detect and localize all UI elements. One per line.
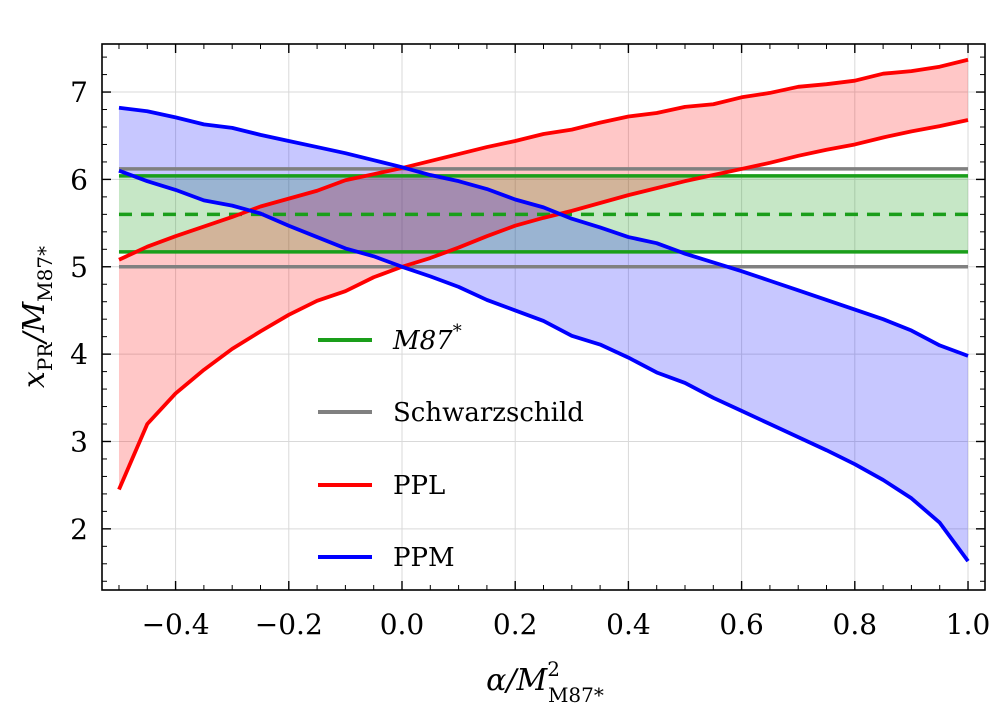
legend-label-ppm: PPM [393, 543, 455, 573]
y-tick-label: 3 [70, 425, 88, 458]
y-tick-label: 4 [70, 338, 88, 371]
series-lines [117, 57, 970, 563]
y-tick-label: 6 [70, 163, 88, 196]
x-tick-label: 0.2 [493, 608, 538, 641]
x-tick-label: 1.0 [946, 608, 991, 641]
legend-label-m87: M87* [392, 321, 462, 356]
x-tick-label: −0.2 [255, 608, 323, 641]
legend: M87* Schwarzschild PPL PPM [318, 321, 584, 573]
x-tick-label: 0.6 [719, 608, 764, 641]
legend-label-schwarzschild: Schwarzschild [393, 398, 584, 428]
ppl-band-fill [118, 59, 969, 490]
axis-ticks [102, 44, 985, 590]
ppm-band-fill [118, 107, 969, 562]
legend-label-ppl: PPL [393, 471, 445, 501]
ppm-lower-line [118, 168, 970, 563]
y-tick-label: 5 [70, 251, 88, 284]
y-tick-label: 7 [70, 76, 88, 109]
ppl-lower-line [117, 118, 969, 491]
series-fills [118, 59, 969, 562]
x-tick-label: −0.4 [142, 608, 210, 641]
ppm-upper-line [118, 105, 969, 358]
y-tick-label: 2 [70, 513, 88, 546]
axis-labels: −0.4 −0.2 0.0 0.2 0.4 0.6 0.8 1.0 2 3 4 5 6 7 α/M2 M87*… [17, 76, 990, 707]
x-tick-label: 0.8 [833, 608, 878, 641]
y-axis-label: xPR/MM87* [17, 246, 57, 388]
x-tick-label: 0.4 [606, 608, 651, 641]
x-axis-label: α/M2 M87* [486, 657, 604, 707]
x-tick-label: 0.0 [380, 608, 425, 641]
ppl-upper-line [118, 57, 969, 262]
